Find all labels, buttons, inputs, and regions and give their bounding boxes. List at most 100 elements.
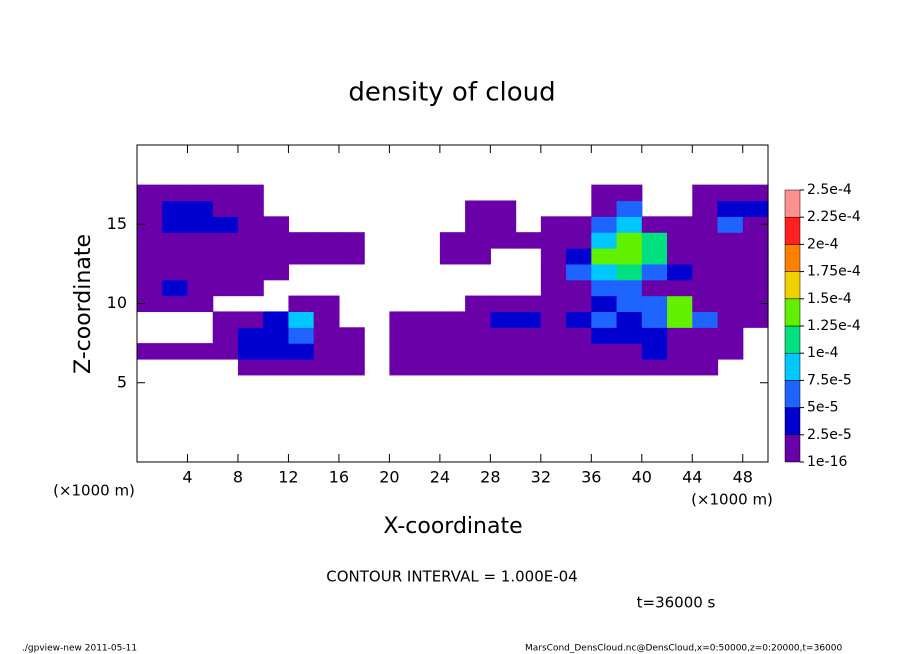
cloud-cell [591,232,618,249]
colorbar-segment [784,325,801,354]
x-tick-label: 32 [531,468,551,487]
cloud-cell [389,343,416,360]
cloud-cell [465,200,491,217]
cloud-cell [162,279,189,297]
cloud-cell [439,248,466,265]
cloud-cell [717,343,744,360]
cloud-cell [414,358,441,376]
cloud-cell [641,232,668,249]
cloud-cell [212,200,239,217]
cloud-cell [692,279,719,297]
cloud-cell [667,295,693,313]
cloud-cell [566,358,592,376]
cloud-cell [490,216,517,233]
cloud-cell [566,311,592,328]
colorbar-segment [784,434,801,463]
x-tick-label: 24 [430,468,450,487]
cloud-cell [137,184,163,202]
cloud-cell [717,263,744,281]
cloud-cell [717,216,744,233]
cloud-cell [313,358,340,376]
cloud-cell [591,327,618,344]
cloud-cell [313,295,340,313]
cloud-cell [692,263,719,281]
cloud-cell [237,263,264,281]
colorbar-segment [784,216,801,245]
cloud-cell [162,248,189,265]
cloud-cell [616,311,643,328]
cloud-cell [414,327,441,344]
cloud-cell [288,232,315,249]
y-tick-label: 15 [107,214,127,233]
cloud-cell [515,295,542,313]
cloud-cell [540,343,567,360]
cloud-cell [439,343,466,360]
cloud-cell [692,295,719,313]
cloud-cell [566,248,592,265]
cloud-cell [288,248,315,265]
x-tick-label: 28 [480,468,500,487]
cloud-cell [692,200,719,217]
y-tick-label: 5 [117,372,127,391]
cloud-cell [162,184,189,202]
cloud-cell [692,184,719,202]
cloud-cell [717,295,744,313]
cloud-cell [237,232,264,249]
colorbar-label: 7.5e-5 [807,372,852,388]
cloud-cell [591,184,618,202]
cloud-cell [641,327,668,344]
x-tick-label: 20 [379,468,399,487]
cloud-cell [566,263,592,281]
cloud-cell [742,263,769,281]
cloud-cell [641,311,668,328]
cloud-cell [717,279,744,297]
cloud-cell [137,216,163,233]
x-tick-label: 8 [233,468,243,487]
cloud-cell [591,216,618,233]
cloud-cell [717,327,744,344]
cloud-cell [566,216,592,233]
colorbar-label: 1.5e-4 [807,291,852,307]
cloud-cell [566,279,592,297]
cloud-cell [742,311,769,328]
cloud-cell [515,343,542,360]
cloud-cell [439,311,466,328]
y-units: (×1000 m) [53,482,135,500]
cloud-cell [237,327,264,344]
cloud-cell [263,311,290,328]
x-units: (×1000 m) [691,491,773,509]
cloud-cell [540,232,567,249]
x-tick-label: 44 [682,468,702,487]
cloud-cell [717,232,744,249]
cloud-cell [263,232,290,249]
cloud-cell [667,216,693,233]
cloud-cell [313,343,340,360]
cloud-cell [313,232,340,249]
cloud-cell [490,200,517,217]
y-tick-label: 10 [107,293,127,312]
cloud-cell [616,295,643,313]
cloud-cell [263,358,290,376]
cloud-cell [237,200,264,217]
cloud-cell [313,327,340,344]
cloud-cell [212,327,239,344]
cloud-cell [263,343,290,360]
cloud-cell [237,216,264,233]
cloud-cell [591,311,618,328]
cloud-cell [742,200,769,217]
cloud-cell [187,216,214,233]
cloud-cell [540,248,567,265]
cloud-cell [515,311,542,328]
colorbar-segment [784,298,801,327]
cloud-cell [465,311,491,328]
cloud-cell [591,200,618,217]
cloud-cell [263,263,290,281]
cloud-cell [540,216,567,233]
cloud-cell [591,263,618,281]
cloud-cell [616,358,643,376]
colorbar-segment [784,380,801,408]
cloud-cell [641,279,668,297]
cloud-cell [187,279,214,297]
